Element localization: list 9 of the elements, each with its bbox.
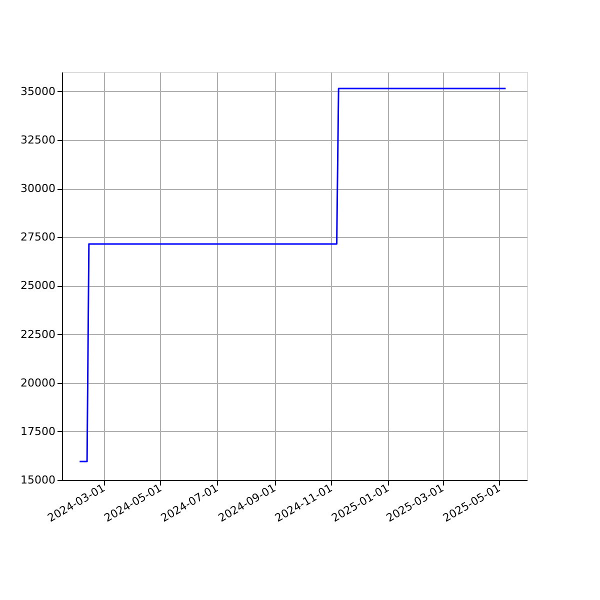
y-tick-label: 35000: [20, 84, 56, 98]
y-tick-label: 30000: [20, 182, 56, 196]
y-tick-label: 27500: [20, 230, 56, 244]
y-tick-label: 25000: [20, 279, 56, 292]
y-tick-label: 22500: [20, 328, 56, 341]
y-tick-label: 32500: [20, 134, 56, 146]
y-tick-label: 20000: [20, 376, 56, 390]
y-tick-label: 17500: [20, 424, 56, 438]
y-tick-label: 15000: [20, 474, 56, 486]
